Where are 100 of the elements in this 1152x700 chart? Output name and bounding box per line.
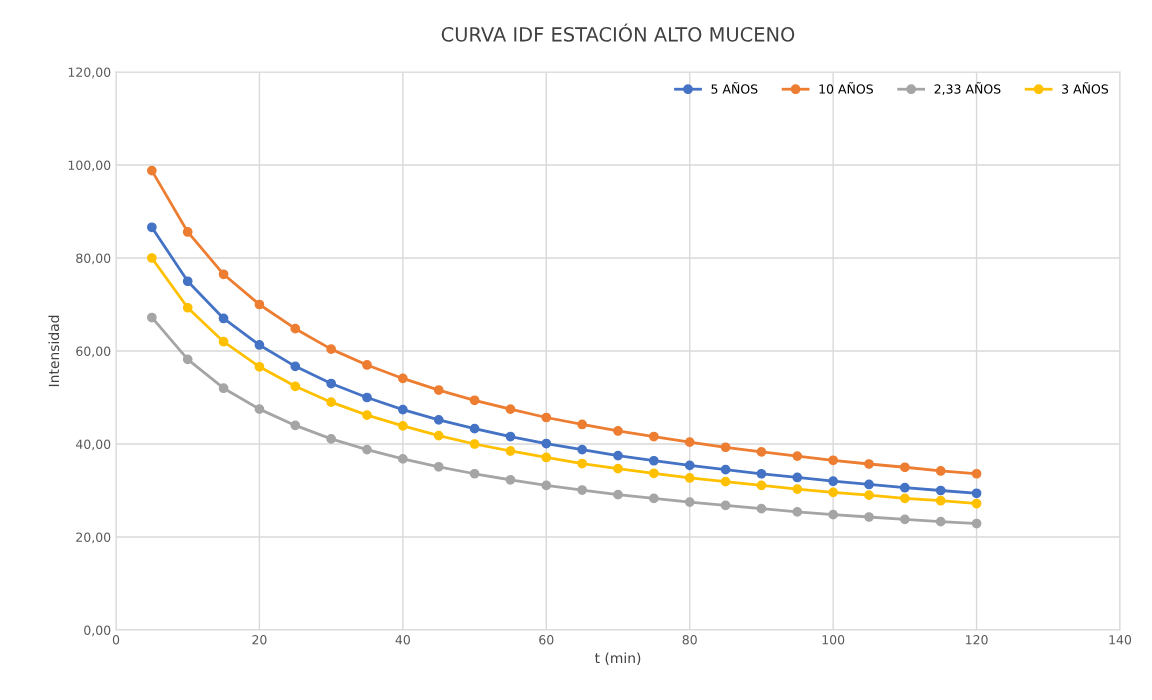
point xyxy=(397,421,408,431)
point xyxy=(541,480,552,491)
point xyxy=(828,455,839,466)
point xyxy=(864,459,874,469)
point xyxy=(541,438,552,449)
point xyxy=(433,430,444,441)
legend-label: 10 AÑOS xyxy=(819,82,873,94)
point xyxy=(971,488,982,499)
point xyxy=(577,485,588,495)
point xyxy=(505,446,516,456)
y-tick-label: 40,00 xyxy=(75,439,111,451)
point xyxy=(577,444,588,455)
point xyxy=(362,360,372,370)
point xyxy=(613,450,623,461)
point xyxy=(935,466,946,476)
y-tick-label: 0,00 xyxy=(84,625,111,637)
point xyxy=(864,512,874,522)
point xyxy=(720,500,731,511)
point xyxy=(648,493,659,504)
point xyxy=(899,493,910,504)
point xyxy=(326,434,337,444)
legend-label: 2,33 AÑOS xyxy=(934,82,1001,96)
point xyxy=(541,452,552,463)
point xyxy=(182,354,193,365)
point xyxy=(684,473,695,483)
x-tick-label: 80 xyxy=(682,635,697,645)
point xyxy=(935,485,946,496)
point xyxy=(505,474,516,485)
point xyxy=(254,404,265,414)
x-tick-label: 100 xyxy=(822,635,845,645)
point xyxy=(828,487,839,498)
x-tick-label: 0 xyxy=(112,635,120,645)
point xyxy=(756,503,767,514)
point xyxy=(505,404,516,414)
legend-label: 3 AÑOS xyxy=(1062,82,1109,94)
point xyxy=(648,431,659,442)
point xyxy=(828,476,839,487)
point xyxy=(792,472,803,483)
point xyxy=(326,344,337,355)
point xyxy=(971,468,982,479)
point xyxy=(218,383,229,394)
point xyxy=(935,495,946,506)
point xyxy=(146,222,157,233)
point xyxy=(935,516,946,527)
point xyxy=(290,323,301,334)
point xyxy=(469,439,480,449)
point xyxy=(469,395,480,406)
x-tick-label: 40 xyxy=(395,635,410,645)
point xyxy=(182,227,193,237)
point xyxy=(218,269,229,280)
x-tick-label: 140 xyxy=(1109,635,1132,645)
point xyxy=(290,381,301,392)
point xyxy=(864,490,874,501)
point xyxy=(899,514,910,525)
point xyxy=(899,462,910,473)
point xyxy=(577,419,588,430)
point xyxy=(505,431,516,442)
point xyxy=(971,498,982,509)
point xyxy=(648,468,659,479)
point xyxy=(182,276,193,287)
point xyxy=(720,476,731,487)
point xyxy=(792,507,803,517)
point xyxy=(971,518,982,529)
point xyxy=(756,468,767,479)
x-tick-label: 120 xyxy=(966,635,988,645)
point xyxy=(362,444,372,455)
point xyxy=(756,447,767,457)
point xyxy=(146,312,157,323)
point xyxy=(326,397,337,408)
point xyxy=(469,468,480,479)
point xyxy=(146,253,157,263)
point xyxy=(433,461,444,472)
point xyxy=(469,423,480,434)
y-tick-label: 20,00 xyxy=(76,532,111,544)
point xyxy=(433,385,444,395)
legend-label: 5 AÑOS xyxy=(711,82,758,94)
point xyxy=(720,464,731,475)
point xyxy=(792,451,803,461)
point xyxy=(146,165,157,176)
point xyxy=(613,426,623,436)
point xyxy=(433,414,444,425)
point xyxy=(613,489,623,500)
point xyxy=(720,442,731,453)
y-tick-label: 100,00 xyxy=(68,160,111,172)
point xyxy=(613,463,623,474)
point xyxy=(684,437,695,448)
point xyxy=(362,392,372,403)
point xyxy=(326,378,337,389)
x-tick-label: 60 xyxy=(539,635,554,645)
point xyxy=(541,412,552,423)
point xyxy=(290,420,301,431)
point xyxy=(756,480,767,491)
point xyxy=(864,479,874,490)
point xyxy=(828,509,839,520)
point xyxy=(182,302,193,313)
point xyxy=(254,299,265,310)
point xyxy=(899,482,910,493)
y-tick-label: 120,00 xyxy=(68,67,111,79)
point xyxy=(684,497,695,507)
point xyxy=(397,373,408,384)
